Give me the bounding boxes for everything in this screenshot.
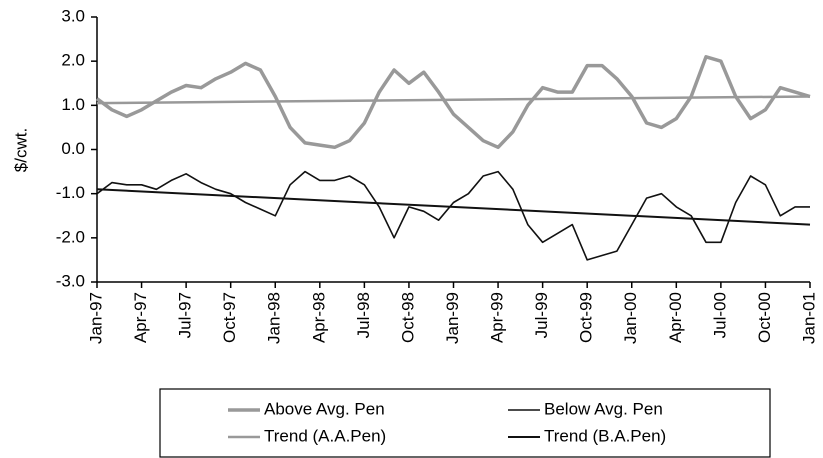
legend-label: Above Avg. Pen bbox=[264, 399, 385, 418]
legend-label: Trend (B.A.Pen) bbox=[544, 426, 666, 445]
y-tick-label: -1.0 bbox=[56, 183, 85, 202]
x-tick-label: Jan-98 bbox=[265, 292, 284, 344]
legend-label: Trend (A.A.Pen) bbox=[264, 426, 386, 445]
y-tick-label: -3.0 bbox=[56, 271, 85, 290]
x-tick-label: Oct-99 bbox=[577, 292, 596, 343]
series-line bbox=[95, 55, 811, 150]
x-tick-label: Jul-00 bbox=[710, 292, 729, 338]
x-tick-label: Apr-97 bbox=[131, 292, 150, 343]
trend-line bbox=[96, 188, 811, 226]
y-tick-label: 3.0 bbox=[61, 6, 85, 25]
x-tick-label: Apr-98 bbox=[309, 292, 328, 343]
x-tick-label: Apr-00 bbox=[666, 292, 685, 343]
x-tick-label: Jan-99 bbox=[443, 292, 462, 344]
x-tick-label: Oct-98 bbox=[398, 292, 417, 343]
x-tick-label: Jan-00 bbox=[621, 292, 640, 344]
y-tick-label: 2.0 bbox=[61, 51, 85, 70]
x-tick-label: Jan-01 bbox=[799, 292, 818, 344]
x-tick-label: Oct-97 bbox=[220, 292, 239, 343]
y-tick-label: -2.0 bbox=[56, 227, 85, 246]
x-tick-label: Apr-99 bbox=[488, 292, 507, 343]
x-tick-label: Jul-99 bbox=[532, 292, 551, 338]
legend-label: Below Avg. Pen bbox=[544, 399, 663, 418]
legend-box bbox=[159, 388, 771, 458]
series-line bbox=[96, 170, 810, 261]
x-tick-label: Jul-97 bbox=[176, 292, 195, 338]
trend-line bbox=[96, 95, 811, 105]
y-tick-label: 1.0 bbox=[61, 95, 85, 114]
x-tick-label: Oct-00 bbox=[755, 292, 774, 343]
x-tick-label: Jul-98 bbox=[354, 292, 373, 338]
y-axis-label: $/cwt. bbox=[11, 128, 30, 172]
y-tick-label: 0.0 bbox=[61, 139, 85, 158]
x-tick-label: Jan-97 bbox=[86, 292, 105, 344]
